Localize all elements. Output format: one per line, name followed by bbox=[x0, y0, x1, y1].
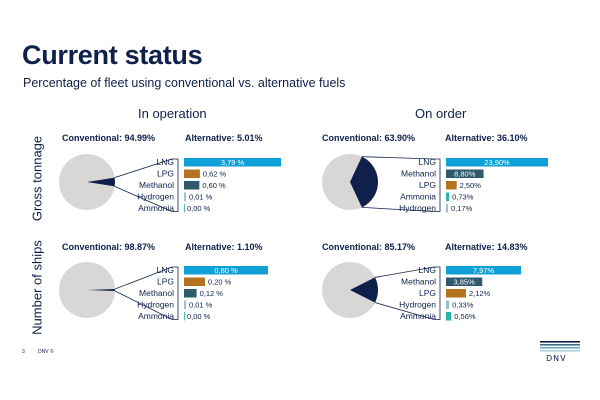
conventional-share-label: Conventional: 94.99% bbox=[62, 133, 156, 143]
bar-ammonia bbox=[184, 204, 185, 213]
bar-value-label: 0,33% bbox=[452, 301, 474, 310]
pie-slice-alternative bbox=[350, 277, 379, 303]
bar-value-label: 2,12% bbox=[469, 289, 491, 298]
footer-brand: DNV © bbox=[38, 349, 54, 355]
page-subtitle: Percentage of fleet using conventional v… bbox=[23, 76, 346, 90]
page-number: 3 bbox=[22, 349, 25, 355]
bar-lpg bbox=[184, 169, 200, 178]
bar-category-label: LPG bbox=[419, 288, 436, 298]
bar-hydrogen bbox=[446, 300, 450, 309]
bar-category-label: Methanol bbox=[401, 277, 436, 287]
bar-category-label: Hydrogen bbox=[137, 192, 174, 202]
bar-value-label: 0,00 % bbox=[187, 204, 211, 213]
bar-methanol bbox=[446, 277, 483, 286]
bar-category-label: LPG bbox=[419, 180, 436, 190]
bar-value-label: 2,50% bbox=[460, 181, 482, 190]
bar-value-label: 0,17% bbox=[451, 204, 473, 213]
bar-ammonia bbox=[446, 312, 452, 321]
pie-slice-alternative bbox=[350, 156, 378, 208]
conventional-share-label: Conventional: 98.87% bbox=[62, 242, 156, 252]
bar-category-label: LNG bbox=[419, 265, 436, 275]
alternative-share-label: Alternative: 1.10% bbox=[185, 242, 263, 252]
bar-hydrogen bbox=[446, 204, 448, 213]
bar-category-label: Ammonia bbox=[138, 311, 174, 321]
bar-category-label: Methanol bbox=[139, 288, 174, 298]
bar-ammonia bbox=[446, 192, 450, 201]
bar-value-label: 0,80 % bbox=[214, 266, 238, 275]
pie-bracket-connector bbox=[114, 266, 179, 320]
bar-category-label: LNG bbox=[419, 157, 436, 167]
bar-methanol bbox=[184, 181, 200, 190]
page-title: Current status bbox=[22, 40, 203, 70]
bar-value-label: 0,62 % bbox=[203, 170, 227, 179]
bar-category-label: Ammonia bbox=[138, 203, 174, 213]
bar-value-label: 3,79 % bbox=[221, 158, 245, 167]
bar-value-label: 7,97% bbox=[473, 266, 495, 275]
bar-methanol bbox=[446, 169, 484, 178]
alternative-share-label: Alternative: 14.83% bbox=[445, 242, 528, 252]
bar-lpg bbox=[184, 277, 205, 286]
pie-bracket-connector bbox=[374, 266, 441, 320]
bar-category-label: Hydrogen bbox=[399, 203, 436, 213]
bar-value-label: 0,20 % bbox=[208, 278, 232, 287]
pie-slice-alternative bbox=[87, 177, 115, 187]
conventional-share-label: Conventional: 85.17% bbox=[322, 242, 416, 252]
bar-category-label: LPG bbox=[157, 277, 174, 287]
conventional-share-label: Conventional: 63.90% bbox=[322, 133, 416, 143]
pie-slice-alternative bbox=[87, 289, 115, 291]
bar-value-label: 0,01 % bbox=[189, 301, 213, 310]
bar-value-label: 0,56% bbox=[454, 312, 476, 321]
bar-category-label: Ammonia bbox=[400, 311, 436, 321]
bar-hydrogen bbox=[184, 300, 186, 309]
bar-value-label: 3,85% bbox=[453, 278, 475, 287]
logo-stripes-icon bbox=[540, 341, 580, 352]
bar-lng bbox=[184, 158, 281, 167]
dnv-logo: DNV bbox=[540, 340, 580, 368]
bar-category-label: LPG bbox=[157, 169, 174, 179]
alternative-share-label: Alternative: 36.10% bbox=[445, 133, 528, 143]
bar-lng bbox=[184, 266, 268, 275]
bar-value-label: 0,01 % bbox=[189, 193, 213, 202]
bar-methanol bbox=[184, 289, 197, 298]
bar-category-label: Methanol bbox=[139, 180, 174, 190]
bar-hydrogen bbox=[184, 192, 186, 201]
bar-ammonia bbox=[184, 312, 185, 321]
bar-category-label: Hydrogen bbox=[137, 300, 174, 310]
bar-category-label: LNG bbox=[157, 157, 174, 167]
logo-text: DNV bbox=[546, 354, 567, 363]
bar-value-label: 0,12 % bbox=[200, 289, 224, 298]
bar-category-label: Methanol bbox=[401, 169, 436, 179]
column-header-in-operation: In operation bbox=[138, 106, 207, 121]
bar-value-label: 0,60 % bbox=[202, 181, 226, 190]
bar-lng bbox=[446, 266, 521, 275]
bar-value-label: 0,00 % bbox=[187, 312, 211, 321]
pie-bracket-connector bbox=[114, 158, 179, 212]
bar-value-label: 8,80% bbox=[454, 170, 476, 179]
pie-bracket-connector bbox=[361, 156, 441, 212]
alternative-share-label: Alternative: 5.01% bbox=[185, 133, 263, 143]
bar-category-label: Ammonia bbox=[400, 192, 436, 202]
bar-category-label: LNG bbox=[157, 265, 174, 275]
column-header-on-order: On order bbox=[415, 106, 467, 121]
bar-value-label: 23,90% bbox=[484, 158, 510, 167]
bar-category-label: Hydrogen bbox=[399, 300, 436, 310]
bar-lpg bbox=[446, 181, 457, 190]
bar-lng bbox=[446, 158, 548, 167]
bar-lpg bbox=[446, 289, 466, 298]
bar-value-label: 0,73% bbox=[452, 193, 474, 202]
